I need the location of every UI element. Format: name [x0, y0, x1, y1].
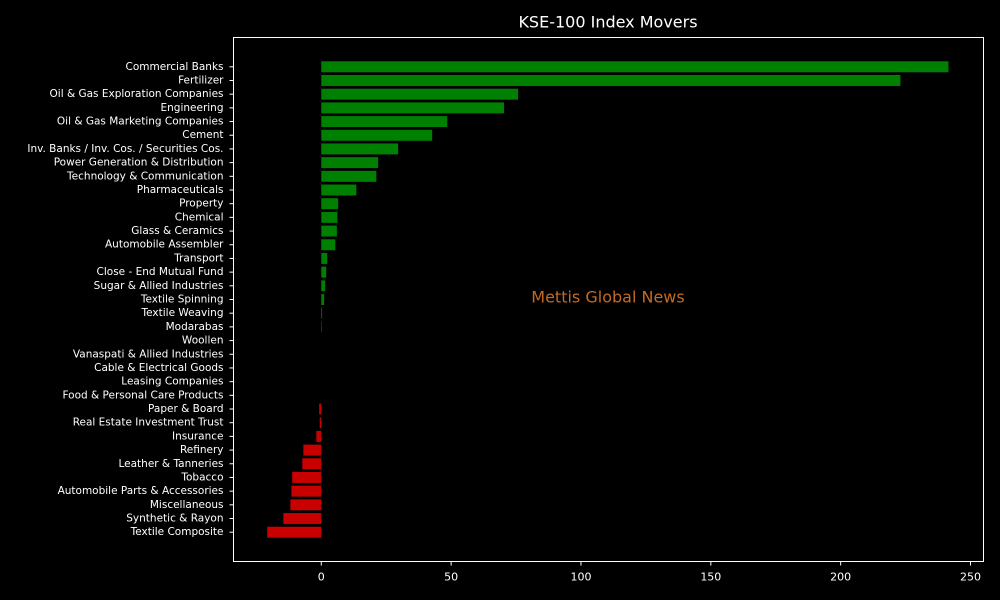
y-tick-label: Oil & Gas Exploration Companies [50, 88, 224, 100]
y-tick-label: Transport [173, 252, 223, 264]
x-tick-label: 150 [700, 571, 721, 584]
bar [321, 102, 505, 114]
y-tick-label: Fertilizer [178, 74, 224, 86]
bar [319, 403, 322, 415]
y-tick-label: Technology & Communication [66, 170, 223, 182]
y-tick-label: Textile Spinning [140, 294, 224, 306]
y-tick-label: Leasing Companies [121, 376, 223, 388]
bar [321, 211, 338, 223]
bar [321, 294, 325, 305]
bar [321, 157, 379, 169]
y-tick-label: Close - End Mutual Fund [97, 266, 224, 278]
y-tick-label: Automobile Assembler [105, 239, 224, 251]
y-tick-label: Pharmaceuticals [137, 184, 224, 196]
x-tick-label: 200 [830, 571, 851, 584]
y-tick-label: Vanaspati & Allied Industries [73, 348, 224, 360]
bar [267, 526, 322, 538]
chart-title: KSE-100 Index Movers [518, 13, 697, 32]
bar [321, 129, 433, 141]
bar [316, 430, 322, 442]
y-tick-label: Engineering [161, 102, 224, 114]
x-tick-label: 100 [570, 571, 591, 584]
bar [302, 458, 322, 470]
bar [321, 266, 327, 278]
bar [321, 307, 323, 319]
bar [321, 170, 377, 182]
bar [290, 499, 322, 511]
bar [321, 88, 519, 100]
y-tick-label: Tobacco [180, 471, 223, 483]
y-tick-label: Textile Composite [130, 526, 224, 538]
x-tick-label: 50 [444, 571, 458, 584]
plot-area [267, 61, 949, 538]
y-tick-label: Leather & Tanneries [118, 458, 223, 470]
y-tick-label: Glass & Ceramics [131, 225, 223, 237]
y-tick-label: Real Estate Investment Trust [73, 417, 224, 429]
bar [303, 444, 322, 456]
x-tick-label: 0 [318, 571, 325, 584]
y-tick-label: Textile Weaving [141, 307, 224, 319]
y-tick-label: Automobile Parts & Accessories [58, 485, 224, 497]
bar [321, 225, 337, 237]
bar [321, 198, 339, 210]
y-tick-label: Woollen [182, 335, 224, 347]
y-tick-label: Refinery [180, 444, 224, 456]
y-tick-label: Cement [182, 129, 223, 141]
y-tick-label: Oil & Gas Marketing Companies [57, 116, 224, 128]
bar [321, 252, 328, 264]
bar [292, 471, 322, 483]
bar [283, 513, 322, 524]
bar [321, 75, 901, 86]
x-tick-label: 250 [960, 571, 981, 584]
y-tick-label: Chemical [175, 211, 224, 223]
watermark: Mettis Global News [531, 288, 684, 307]
bar [321, 61, 949, 73]
bar [321, 280, 326, 292]
y-tick-label: Cable & Electrical Goods [94, 362, 223, 374]
y-tick-label: Miscellaneous [150, 499, 224, 511]
bar [321, 239, 336, 251]
bar [321, 184, 357, 196]
y-tick-label: Synthetic & Rayon [126, 513, 223, 525]
bar [291, 485, 322, 497]
bar [319, 417, 322, 429]
y-tick-label: Paper & Board [148, 403, 223, 415]
y-tick-label: Property [179, 198, 223, 210]
bar [321, 321, 322, 333]
y-tick-label: Modarabas [166, 321, 224, 333]
bar [321, 143, 399, 155]
y-tick-label: Commercial Banks [126, 61, 224, 73]
y-tick-label: Insurance [172, 430, 224, 442]
y-tick-label: Food & Personal Care Products [62, 389, 223, 401]
y-tick-label: Inv. Banks / Inv. Cos. / Securities Cos. [27, 143, 223, 155]
bar [321, 116, 448, 128]
y-tick-label: Sugar & Allied Industries [94, 280, 224, 292]
y-tick-label: Power Generation & Distribution [54, 157, 224, 169]
